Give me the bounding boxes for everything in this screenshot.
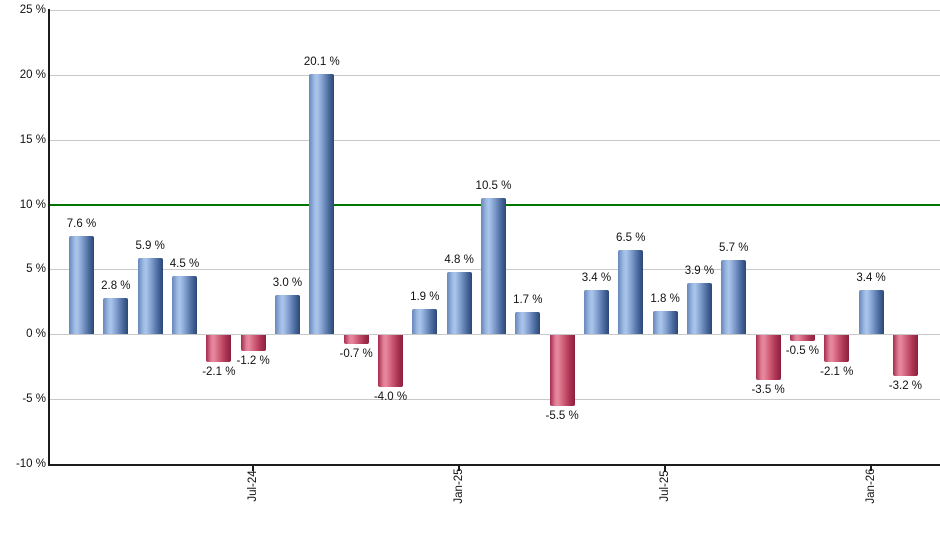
bar-positive: [618, 249, 644, 334]
bar-value-label: 5.7 %: [719, 242, 749, 255]
bar-value-label: -4.0 %: [373, 390, 408, 403]
bar-value-label: -0.7 %: [339, 348, 373, 361]
bar-value-label: 4.5 %: [169, 257, 200, 270]
bar-negative: [549, 335, 575, 407]
x-tick-label: Jan-25: [453, 468, 466, 504]
x-tick-mark: [458, 465, 461, 471]
bar-value-label: -2.1 %: [820, 366, 854, 379]
bar-positive: [480, 198, 506, 334]
bar-value-label: 1.7 %: [513, 293, 543, 306]
bar-positive: [137, 257, 163, 334]
y-gridline: [50, 75, 940, 76]
bar-positive: [69, 235, 94, 334]
bar-value-label: -3.2 %: [888, 380, 923, 393]
y-tick-label: -5 %: [22, 393, 46, 405]
y-tick-label: 15 %: [19, 134, 46, 146]
x-tick-label: Jul-24: [247, 470, 260, 502]
bar-negative: [892, 335, 918, 377]
y-tick-label: 5 %: [26, 263, 46, 275]
bar-value-label: 6.5 %: [616, 231, 646, 244]
bar-negative: [240, 335, 266, 351]
y-tick-label: 10 %: [19, 199, 46, 211]
bar-value-label: 3.0 %: [272, 277, 303, 290]
y-tick-label: 0 %: [26, 328, 46, 340]
bar-positive: [446, 271, 472, 334]
bar-positive: [858, 289, 884, 334]
bar-value-label: 3.4 %: [581, 271, 612, 284]
bar-value-label: -1.2 %: [236, 354, 270, 367]
bar-positive: [652, 310, 678, 334]
y-gridline: [50, 334, 940, 335]
x-tick-mark: [870, 465, 873, 471]
x-tick-label: Jul-25: [659, 470, 672, 502]
bar-value-label: 20.1 %: [303, 55, 340, 68]
bar-value-label: 1.8 %: [650, 292, 680, 305]
bar-positive: [103, 297, 129, 334]
x-tick-mark: [664, 465, 667, 471]
bar-value-label: 2.8 %: [101, 279, 131, 292]
bar-negative: [377, 335, 403, 387]
bar-negative: [206, 335, 232, 363]
bar-positive: [515, 311, 541, 334]
y-gridline: [50, 10, 940, 11]
y-tick-label: 20 %: [19, 69, 46, 81]
y-axis-line: [48, 9, 50, 465]
bar-value-label: -0.5 %: [785, 345, 820, 358]
bar-negative: [343, 335, 369, 345]
bar-positive: [309, 73, 335, 334]
bar-positive: [171, 275, 197, 334]
bar-value-label: 5.9 %: [135, 239, 165, 252]
bar-value-label: 10.5 %: [475, 180, 512, 193]
bar-value-label: -2.1 %: [202, 366, 236, 379]
y-tick-label: -10 %: [15, 458, 46, 470]
bar-positive: [412, 309, 438, 334]
y-gridline: [50, 140, 940, 141]
bar-value-label: 4.8 %: [444, 253, 474, 266]
bar-negative: [789, 335, 815, 342]
bar-positive: [686, 283, 712, 334]
bar-positive: [274, 295, 300, 334]
x-tick-label: Jan-26: [865, 468, 878, 504]
y-gridline: [50, 399, 940, 400]
bar-value-label: 7.6 %: [66, 217, 97, 230]
bar-value-label: 1.9 %: [410, 291, 440, 304]
bar-value-label: 3.4 %: [856, 271, 886, 284]
bar-negative: [755, 335, 781, 381]
x-tick-mark: [252, 465, 255, 471]
bar-value-label: 3.9 %: [684, 265, 715, 278]
bar-value-label: -3.5 %: [751, 384, 785, 397]
bar-negative: [824, 335, 850, 363]
y-tick-label: 25 %: [19, 4, 46, 16]
x-axis-line: [48, 464, 940, 466]
bar-value-label: -5.5 %: [545, 410, 579, 423]
bar-positive: [721, 260, 747, 334]
bar-positive: [583, 289, 609, 334]
